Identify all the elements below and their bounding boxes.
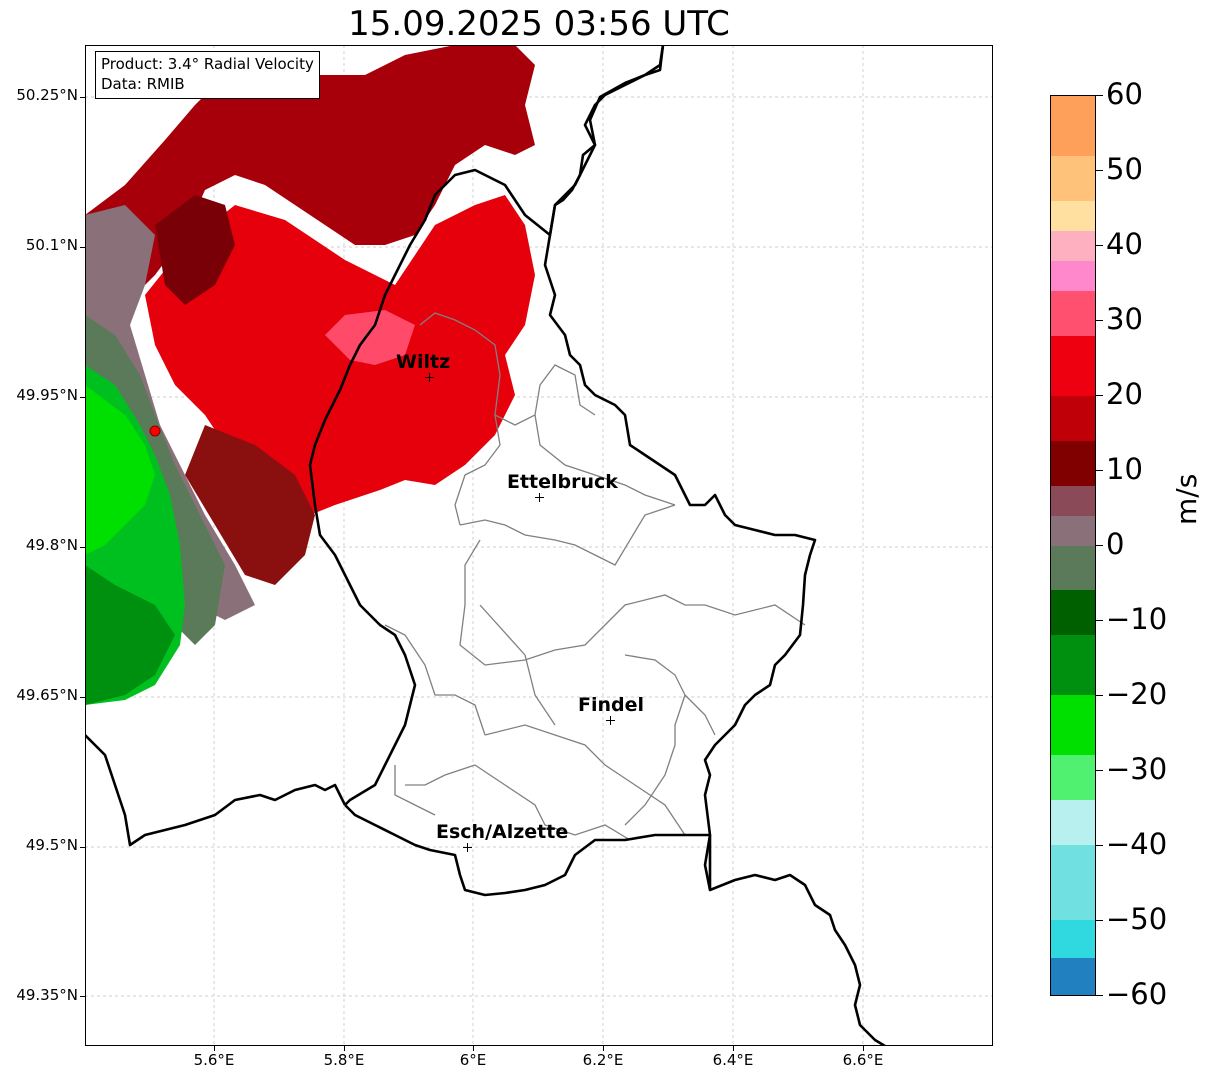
colorbar-band (1051, 335, 1095, 397)
lon-label: 6.2°E (582, 1051, 624, 1069)
radar-map[interactable] (85, 45, 993, 1046)
city-label-esch-alzette: Esch/Alzette (436, 821, 569, 843)
lon-label: 6.4°E (712, 1051, 754, 1069)
colorbar-tick (1096, 695, 1103, 696)
colorbar-tick (1096, 245, 1103, 246)
echo-red-main (145, 195, 535, 515)
colorbar-band (1051, 155, 1095, 202)
city-label-findel: Findel (578, 694, 645, 716)
lon-tick (733, 1046, 734, 1051)
colorbar-tick-label: −50 (1106, 902, 1168, 936)
colorbar-band (1051, 440, 1095, 487)
lon-label: 6.6°E (842, 1051, 884, 1069)
colorbar-tick-label: 60 (1106, 77, 1143, 111)
lon-tick (344, 1046, 345, 1051)
city-marker-ettelbruck (535, 493, 544, 502)
colorbar-band (1051, 260, 1095, 292)
colorbar-tick (1096, 95, 1103, 96)
city-marker-findel (606, 716, 615, 725)
colorbar-tick-label: 40 (1106, 227, 1143, 261)
colorbar-tick (1096, 620, 1103, 621)
colorbar-band (1051, 845, 1095, 921)
lat-tick (80, 697, 85, 698)
map-canvas (85, 45, 993, 1046)
colorbar-tick-label: 0 (1106, 527, 1125, 561)
lon-tick (214, 1046, 215, 1051)
lon-label: 5.8°E (323, 1051, 365, 1069)
colorbar-band (1051, 800, 1095, 846)
colorbar-band (1051, 545, 1095, 591)
data-source-label: Data: RMIB (101, 75, 185, 93)
colorbar-tick (1096, 470, 1103, 471)
echo-maroon (155, 195, 235, 305)
colorbar-tick-label: 10 (1106, 452, 1143, 486)
city-marker-wiltz (425, 373, 434, 382)
colorbar-band (1051, 290, 1095, 337)
lat-label: 49.95°N (16, 386, 78, 404)
colorbar-tick (1096, 170, 1103, 171)
lon-label: 6°E (459, 1051, 487, 1069)
colorbar-tick-label: −60 (1106, 977, 1168, 1011)
colorbar-unit: m/s (1170, 473, 1203, 525)
lon-tick (863, 1046, 864, 1051)
colorbar-tick (1096, 770, 1103, 771)
echo-pink (325, 310, 415, 365)
colorbar-band (1051, 515, 1095, 546)
city-marker-esch-alzette (463, 843, 472, 852)
city-label-wiltz: Wiltz (396, 351, 451, 373)
city-label-ettelbruck: Ettelbruck (507, 471, 618, 493)
colorbar-band (1051, 96, 1095, 157)
colorbar-tick-label: −20 (1106, 677, 1168, 711)
colorbar-band (1051, 920, 1095, 959)
lon-tick (473, 1046, 474, 1051)
internal-borders (384, 312, 806, 841)
lat-tick (80, 397, 85, 398)
colorbar-tick-label: −10 (1106, 602, 1168, 636)
lat-tick (80, 996, 85, 997)
colorbar-tick-label: 50 (1106, 152, 1143, 186)
product-info-box: Product: 3.4° Radial Velocity Data: RMIB (95, 51, 320, 99)
lat-tick (80, 547, 85, 548)
echo-dark-green (85, 565, 175, 705)
colorbar-tick (1096, 545, 1103, 546)
radar-site-marker (149, 425, 161, 437)
lat-tick (80, 847, 85, 848)
colorbar-band (1051, 200, 1095, 232)
colorbar-band (1051, 695, 1095, 756)
lat-label: 49.5°N (25, 836, 78, 854)
map-title: 15.09.2025 03:56 UTC (348, 4, 730, 44)
colorbar-tick-label: −30 (1106, 752, 1168, 786)
lat-label: 49.8°N (25, 536, 78, 554)
lat-tick (80, 247, 85, 248)
product-label: Product: 3.4° Radial Velocity (101, 55, 314, 73)
colorbar-tick (1096, 995, 1103, 996)
velocity-colorbar (1050, 95, 1096, 996)
colorbar-band (1051, 395, 1095, 442)
colorbar-tick (1096, 845, 1103, 846)
colorbar-tick (1096, 395, 1103, 396)
colorbar-band (1051, 590, 1095, 636)
echo-bright-green (85, 385, 155, 555)
colorbar-band (1051, 485, 1095, 517)
colorbar-tick (1096, 920, 1103, 921)
colorbar-band (1051, 755, 1095, 801)
lon-tick (603, 1046, 604, 1051)
colorbar-tick-label: 20 (1106, 377, 1143, 411)
lat-label: 49.65°N (16, 686, 78, 704)
echo-dark-red (85, 45, 535, 305)
colorbar-tick-label: 30 (1106, 302, 1143, 336)
echo-dark-maroon (185, 425, 315, 585)
colorbar-band (1051, 230, 1095, 262)
lon-label: 5.6°E (193, 1051, 235, 1069)
lat-label: 50.1°N (25, 236, 78, 254)
national-borders (85, 45, 886, 1046)
lat-label: 50.25°N (16, 86, 78, 104)
colorbar-band (1051, 635, 1095, 696)
colorbar-band (1051, 957, 1095, 995)
lat-tick (80, 97, 85, 98)
colorbar-tick (1096, 320, 1103, 321)
lat-label: 49.35°N (16, 986, 78, 1004)
radar-echoes (85, 45, 535, 705)
colorbar-tick-label: −40 (1106, 827, 1168, 861)
